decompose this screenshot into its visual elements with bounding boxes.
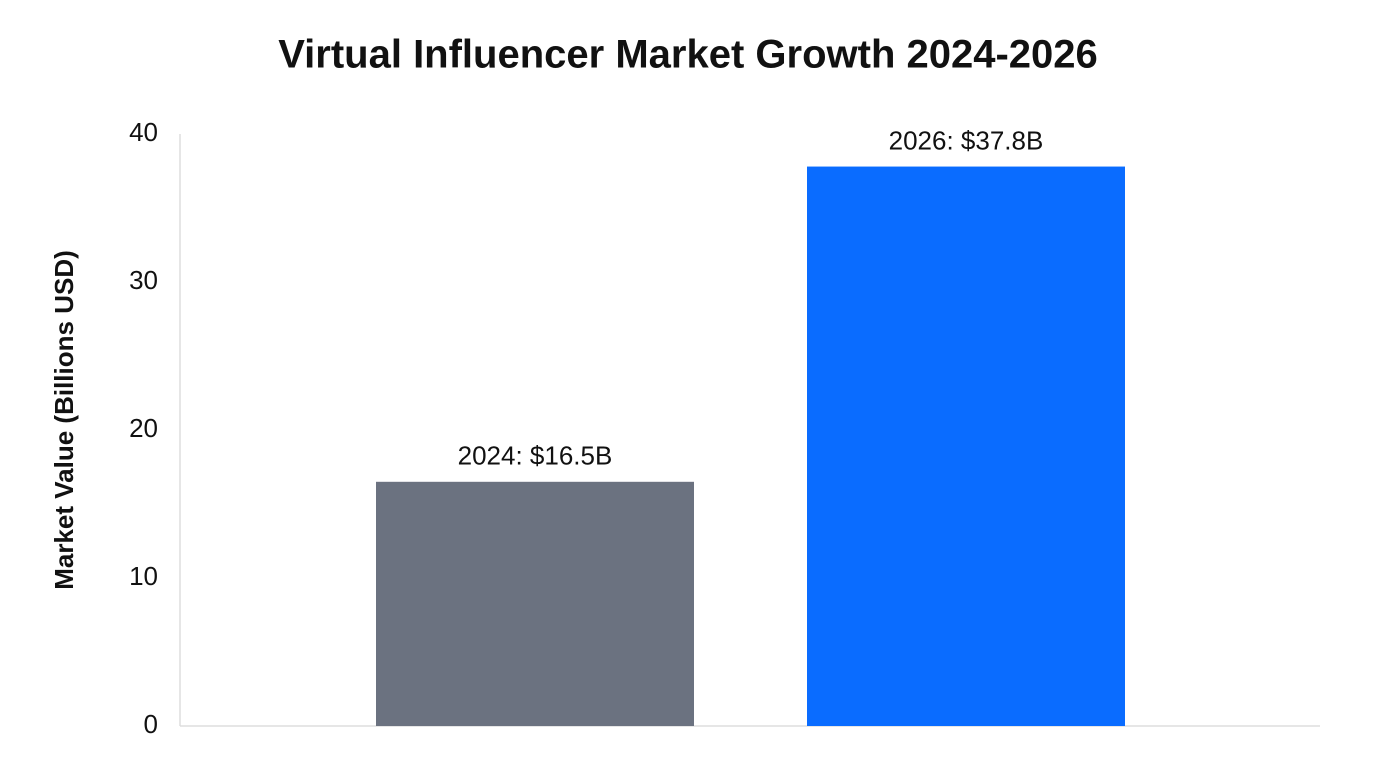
- y-tick-label: 0: [144, 709, 158, 739]
- chart-title: Virtual Influencer Market Growth 2024-20…: [278, 33, 1098, 77]
- bar: [376, 481, 694, 726]
- data-label: 2026: $37.8B: [889, 125, 1044, 155]
- y-tick-label: 10: [129, 561, 158, 591]
- y-tick-label: 40: [129, 117, 158, 147]
- y-axis-label: Market Value (Billions USD): [49, 250, 79, 590]
- y-tick-label: 30: [129, 265, 158, 295]
- data-label: 2024: $16.5B: [458, 441, 613, 471]
- y-tick-label: 20: [129, 413, 158, 443]
- bar: [807, 166, 1125, 726]
